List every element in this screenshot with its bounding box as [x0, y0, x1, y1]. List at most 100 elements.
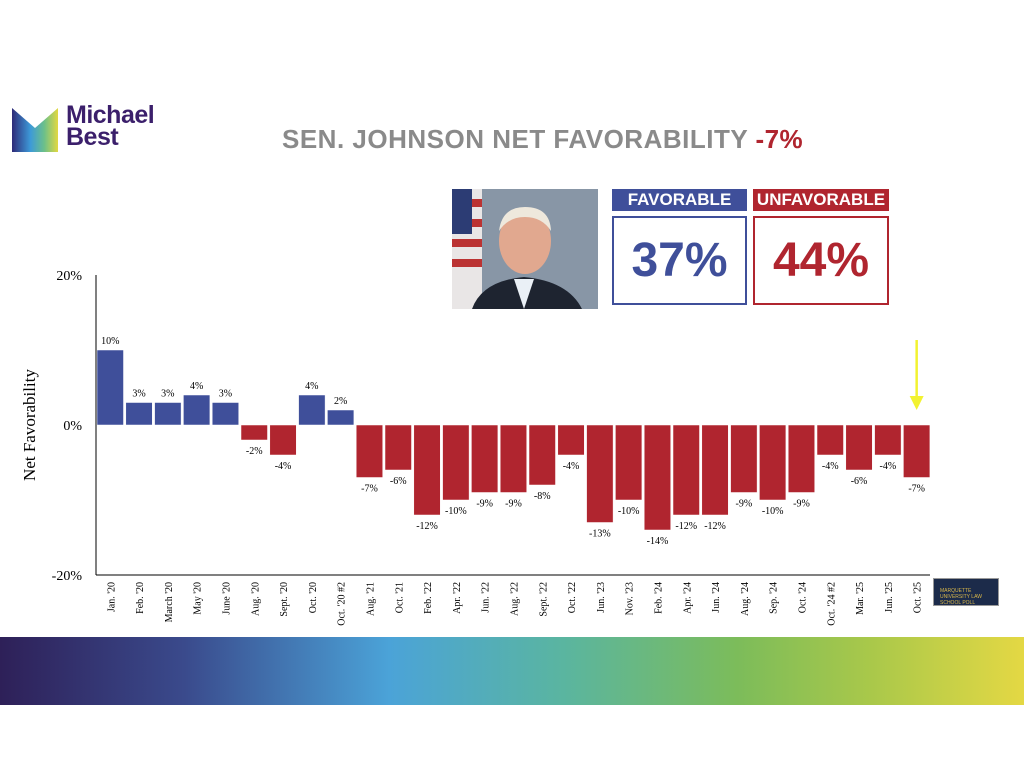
- data-label: -4%: [880, 461, 897, 472]
- data-label: -13%: [589, 529, 611, 540]
- data-label: -9%: [736, 499, 753, 510]
- bar: [211, 402, 239, 426]
- bar: [183, 394, 211, 426]
- bar: [586, 424, 614, 523]
- x-tick-label: Oct. '22: [567, 582, 578, 613]
- x-tick-label: Sep. '24: [769, 582, 780, 614]
- bar: [96, 349, 124, 426]
- unfavorable-label: UNFAVORABLE: [753, 189, 889, 211]
- x-tick-label: Feb. '24: [653, 582, 664, 614]
- data-label: 2%: [334, 396, 347, 407]
- data-label: -12%: [416, 521, 438, 532]
- x-tick-label: Jun. '25: [884, 582, 895, 613]
- data-label: -9%: [476, 499, 493, 510]
- x-tick-label: Oct. '25: [913, 582, 924, 613]
- bar: [240, 424, 268, 441]
- y-tick-label: 0%: [63, 419, 82, 434]
- x-tick-label: Apr. '24: [682, 582, 693, 614]
- x-tick-label: Jun. '22: [481, 582, 492, 613]
- x-tick-label: Oct. '24: [797, 582, 808, 613]
- x-tick-label: Feb. '22: [423, 582, 434, 614]
- michael-best-logo-text: Michael Best: [66, 101, 155, 151]
- x-tick-label: Feb. '20: [135, 582, 146, 614]
- bar: [730, 424, 758, 493]
- bar: [557, 424, 585, 456]
- x-tick-label: Oct. '24 #2: [826, 582, 837, 626]
- bar: [355, 424, 383, 478]
- bar: [471, 424, 499, 493]
- law-school-poll-logo: MARQUETTE UNIVERSITY LAW SCHOOL POLL: [933, 578, 999, 606]
- bar: [759, 424, 787, 501]
- data-label: -10%: [445, 506, 467, 517]
- data-label: -4%: [275, 461, 292, 472]
- bar: [874, 424, 902, 456]
- bar: [154, 402, 182, 426]
- data-label: -7%: [908, 484, 925, 495]
- unfavorable-box: UNFAVORABLE 44%: [753, 189, 889, 305]
- x-tick-label: Mar. '25: [855, 582, 866, 615]
- y-tick-label: -20%: [52, 569, 83, 584]
- bar: [615, 424, 643, 501]
- gradient-band: [0, 637, 1024, 705]
- data-label: -12%: [704, 521, 726, 532]
- y-tick-label: 20%: [56, 269, 82, 284]
- bar: [787, 424, 815, 493]
- data-label: 3%: [161, 389, 174, 400]
- bar: [269, 424, 297, 456]
- x-tick-label: June '20: [221, 582, 232, 615]
- data-label: 4%: [190, 381, 203, 392]
- x-tick-label: Jun. '23: [596, 582, 607, 613]
- favorable-box: FAVORABLE 37%: [612, 189, 747, 305]
- bar: [327, 409, 355, 426]
- bar: [442, 424, 470, 501]
- x-tick-label: Jan. '20: [106, 582, 117, 612]
- x-tick-label: Nov. '23: [625, 582, 636, 615]
- data-label: 3%: [219, 389, 232, 400]
- data-label: -14%: [647, 536, 669, 547]
- data-label: -6%: [851, 476, 868, 487]
- bar: [528, 424, 556, 486]
- data-label: -12%: [675, 521, 697, 532]
- data-label: -10%: [762, 506, 784, 517]
- bar: [903, 424, 931, 478]
- x-tick-label: Sept. '22: [538, 582, 549, 617]
- data-label: -10%: [618, 506, 640, 517]
- bar: [701, 424, 729, 516]
- arrow-head-icon: [909, 396, 924, 410]
- michael-best-logo-mark: [12, 108, 58, 152]
- data-label: -6%: [390, 476, 407, 487]
- bar: [298, 394, 326, 426]
- bar: [125, 402, 153, 426]
- bar: [384, 424, 412, 471]
- data-label: -8%: [534, 491, 551, 502]
- x-tick-label: Aug. '20: [250, 582, 261, 616]
- x-tick-label: Oct. '21: [394, 582, 405, 613]
- data-label: -9%: [793, 499, 810, 510]
- data-label: 4%: [305, 381, 318, 392]
- x-tick-label: May '20: [193, 582, 204, 615]
- x-tick-label: Jun. '24: [711, 582, 722, 613]
- data-label: 3%: [132, 389, 145, 400]
- net-favorability-chart: 20% 0% -20% Net Favorability 10% Jan. '20 3% Fe…: [20, 269, 931, 626]
- bar: [643, 424, 671, 531]
- favorable-label: FAVORABLE: [612, 189, 747, 211]
- y-axis-label: Net Favorability: [20, 369, 39, 481]
- page-title: SEN. JOHNSON NET FAVORABILITY -7%: [282, 124, 804, 154]
- title-value: -7%: [755, 124, 804, 154]
- bar: [499, 424, 527, 493]
- bar: [672, 424, 700, 516]
- bar: [845, 424, 873, 471]
- data-label: -2%: [246, 446, 263, 457]
- bar: [413, 424, 441, 516]
- flag-icon: [452, 189, 482, 309]
- data-label: -4%: [822, 461, 839, 472]
- x-tick-label: Oct. '20: [308, 582, 319, 613]
- favorable-value: 37%: [612, 216, 747, 305]
- data-label: 10%: [101, 336, 119, 347]
- x-tick-label: Oct. '20 #2: [337, 582, 348, 626]
- senator-photo: [452, 189, 598, 309]
- data-label: -7%: [361, 484, 378, 495]
- x-tick-label: Aug. '24: [740, 582, 751, 616]
- x-tick-label: Apr. '22: [452, 582, 463, 614]
- data-label: -9%: [505, 499, 522, 510]
